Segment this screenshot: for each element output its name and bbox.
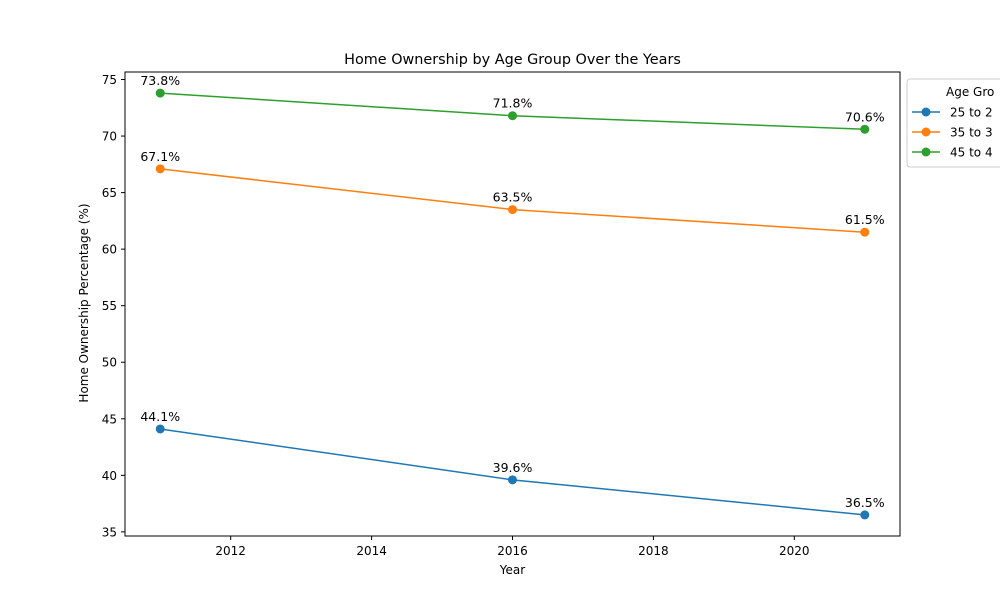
- y-tick-label: 60: [102, 243, 117, 257]
- data-point: [860, 124, 870, 134]
- y-axis-ticks: 35 40 45 50 55 60 65 70 75: [102, 73, 125, 539]
- data-label: 71.8%: [493, 96, 533, 111]
- y-axis-label: Home Ownership Percentage (%): [77, 203, 91, 402]
- y-tick-label: 40: [102, 469, 117, 483]
- legend-marker: [921, 127, 931, 137]
- y-tick-label: 35: [102, 525, 117, 539]
- y-tick-label: 45: [102, 412, 117, 426]
- legend-marker: [921, 107, 931, 117]
- legend-marker: [921, 147, 931, 157]
- data-label: 44.1%: [140, 409, 180, 424]
- data-labels: 44.1% 39.6% 36.5% 67.1% 63.5% 61.5% 73.8% 71.8%…: [140, 73, 884, 510]
- plot-area-frame: [124, 71, 901, 537]
- y-tick-label: 75: [102, 73, 117, 87]
- legend-items: 25 to 2 35 to 3 45 to 4: [912, 106, 993, 160]
- y-tick-label: 55: [102, 299, 117, 313]
- y-tick-label: 70: [102, 130, 117, 144]
- data-point: [155, 88, 165, 98]
- data-point: [155, 164, 165, 174]
- legend-label: 45 to 4: [950, 146, 993, 160]
- legend: Age Gro 25 to 2 35 to 3 45 to 4: [906, 78, 1000, 168]
- data-point: [508, 111, 517, 121]
- data-label: 73.8%: [140, 73, 180, 88]
- legend-label: 35 to 3: [950, 126, 993, 140]
- data-label: 36.5%: [845, 495, 885, 510]
- data-point: [155, 424, 165, 434]
- data-label: 70.6%: [845, 109, 885, 124]
- chart-title: Home Ownership by Age Group Over the Yea…: [344, 52, 681, 68]
- data-point: [860, 510, 870, 520]
- x-axis-ticks: 2012 2014 2016 2018 2020: [215, 536, 810, 558]
- series-layer: [155, 88, 870, 520]
- y-tick-label: 65: [102, 186, 117, 200]
- x-tick-label: 2012: [215, 544, 246, 558]
- x-tick-label: 2018: [638, 544, 669, 558]
- legend-label: 25 to 2: [950, 106, 993, 120]
- x-tick-label: 2014: [356, 544, 387, 558]
- y-tick-label: 50: [102, 356, 117, 370]
- data-label: 61.5%: [845, 212, 885, 227]
- data-label: 67.1%: [140, 149, 180, 164]
- data-label: 63.5%: [493, 190, 533, 205]
- legend-title: Age Gro: [946, 85, 994, 99]
- data-point: [508, 475, 517, 485]
- data-label: 39.6%: [493, 460, 533, 475]
- x-tick-label: 2020: [779, 544, 810, 558]
- data-point: [860, 227, 870, 237]
- data-point: [508, 205, 517, 215]
- x-tick-label: 2016: [497, 544, 528, 558]
- legend-frame: [906, 78, 1000, 168]
- x-axis-label: Year: [499, 563, 525, 577]
